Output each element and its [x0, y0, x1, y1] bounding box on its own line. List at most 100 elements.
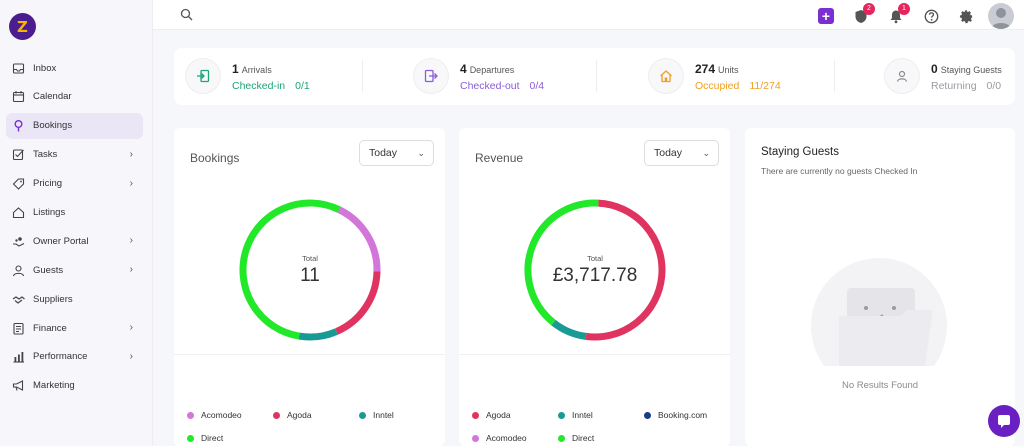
chevron-right-icon[interactable]: › — [129, 177, 133, 189]
chevron-right-icon[interactable]: › — [129, 235, 133, 247]
listings-home-icon — [12, 206, 25, 219]
legend-item-direct[interactable]: Direct — [187, 433, 223, 443]
revenue-period-select[interactable]: Today ⌄ — [644, 140, 719, 166]
finance-icon — [12, 322, 25, 335]
legend-item-booking-com[interactable]: Booking.com — [644, 410, 707, 420]
sidebar-item-owner-portal[interactable]: Owner Portal › — [6, 228, 143, 254]
legend-item-acomodeo[interactable]: Acomodeo — [187, 410, 242, 420]
app-logo[interactable]: Z — [9, 13, 36, 40]
donut-slice-agoda[interactable] — [335, 271, 381, 335]
legend-item-agoda[interactable]: Agoda — [273, 410, 312, 420]
settings-button[interactable] — [958, 8, 974, 24]
legend-label: Agoda — [287, 410, 312, 420]
staying-guests-subtitle: There are currently no guests Checked In — [761, 166, 918, 176]
legend-item-inntel[interactable]: Inntel — [359, 410, 394, 420]
legend-dot — [644, 411, 651, 419]
staying-count: 0 — [931, 62, 938, 76]
chevron-right-icon[interactable]: › — [129, 322, 133, 334]
sidebar-item-suppliers[interactable]: Suppliers — [6, 286, 143, 312]
units-label: Units — [718, 65, 739, 75]
legend-label: Direct — [572, 433, 595, 443]
chevron-right-icon[interactable]: › — [129, 264, 133, 276]
gear-icon — [959, 9, 972, 23]
sidebar-item-label: Marketing — [33, 380, 75, 392]
departures-count: 4 — [460, 62, 467, 76]
sidebar-item-marketing[interactable]: Marketing — [6, 373, 143, 399]
sidebar-nav: Inbox Calendar Bookings Tasks › Pricing › Listi… — [6, 55, 143, 402]
sidebar-item-bookings[interactable]: Bookings — [6, 112, 143, 139]
legend-dot — [558, 434, 565, 442]
stat-divider — [596, 60, 597, 92]
checked-out-value: 0/4 — [529, 80, 545, 92]
notifications-button[interactable]: 1 — [888, 3, 910, 24]
bookings-donut: Total 11 — [236, 196, 384, 349]
bookings-card: Bookings Today ⌄ Total 11 Acomodeo Agoda I… — [174, 128, 445, 446]
legend-item-direct[interactable]: Direct — [558, 433, 594, 443]
sidebar-item-label: Suppliers — [33, 293, 73, 305]
search-icon[interactable] — [180, 8, 193, 26]
pricing-tag-icon — [12, 177, 25, 190]
legend-item-agoda[interactable]: Agoda — [472, 410, 511, 420]
sidebar-item-label: Bookings — [33, 120, 73, 132]
bookings-period-select[interactable]: Today ⌄ — [359, 140, 434, 166]
chat-button[interactable] — [988, 405, 1020, 437]
sidebar-item-inbox[interactable]: Inbox — [6, 55, 143, 81]
sidebar-item-label: Tasks — [33, 149, 58, 161]
sidebar-item-label: Guests — [33, 264, 64, 276]
donut-slice-inntel[interactable] — [298, 328, 338, 341]
owner-portal-icon — [12, 235, 25, 248]
sidebar-item-tasks[interactable]: Tasks › — [6, 142, 143, 168]
add-button[interactable]: + — [818, 8, 834, 24]
legend-label: Booking.com — [658, 410, 708, 420]
help-button[interactable] — [923, 8, 939, 24]
legend-dot — [472, 434, 479, 442]
bookings-icon — [12, 119, 25, 132]
bell-badge: 1 — [898, 3, 910, 15]
staying-guests-title: Staying Guests — [761, 146, 839, 158]
help-icon — [924, 9, 938, 23]
donut-slice-direct[interactable] — [239, 199, 341, 340]
staying-guests-card: Staying Guests There are currently no gu… — [745, 128, 1015, 446]
sidebar-item-guests[interactable]: Guests › — [6, 257, 143, 283]
donut-slice-inntel[interactable] — [551, 319, 587, 340]
bookings-period-value: Today — [369, 147, 398, 159]
returning-label: Returning — [931, 80, 977, 92]
sidebar-item-performance[interactable]: Performance › — [6, 344, 143, 370]
stat-divider — [834, 60, 835, 92]
top-bar: + 2 1 — [153, 0, 1024, 30]
sidebar-item-finance[interactable]: Finance › — [6, 315, 143, 341]
donut-slice-agoda[interactable] — [585, 199, 666, 341]
logo-glyph: Z — [17, 17, 28, 36]
arrivals-count: 1 — [232, 62, 239, 76]
legend-label: Direct — [201, 433, 224, 443]
legend-label: Inntel — [572, 410, 593, 420]
card-divider — [459, 354, 730, 355]
sidebar-item-label: Inbox — [33, 62, 57, 74]
sidebar-item-pricing[interactable]: Pricing › — [6, 171, 143, 197]
marketing-megaphone-icon — [12, 379, 25, 392]
bookings-total-label: Total — [302, 253, 318, 263]
donut-slice-acomodeo[interactable] — [337, 206, 381, 272]
legend-label: Acomodeo — [201, 410, 242, 420]
shield-button[interactable]: 2 — [853, 3, 875, 24]
legend-item-acomodeo[interactable]: Acomodeo — [472, 433, 527, 443]
revenue-total-label: Total — [587, 253, 603, 263]
chevron-down-icon: ⌄ — [702, 148, 710, 158]
checked-in-label: Checked-in — [232, 80, 286, 92]
legend-item-inntel[interactable]: Inntel — [558, 410, 593, 420]
guests-icon — [12, 264, 25, 277]
revenue-period-value: Today — [654, 147, 683, 159]
sidebar: Z Inbox Calendar Bookings Tasks › Pricing › Lis… — [0, 0, 153, 446]
sidebar-item-calendar[interactable]: Calendar — [6, 84, 143, 110]
chevron-right-icon[interactable]: › — [129, 148, 133, 160]
checked-in-value: 0/1 — [295, 80, 310, 92]
sidebar-item-listings[interactable]: Listings — [6, 199, 143, 225]
revenue-total-value: £3,717.78 — [552, 264, 638, 286]
chevron-right-icon[interactable]: › — [129, 350, 133, 362]
returning-value: 0/0 — [986, 80, 1002, 92]
departures-icon — [413, 58, 449, 94]
sidebar-item-label: Owner Portal — [33, 235, 89, 247]
empty-folder-illustration — [811, 258, 947, 366]
donut-slice-direct[interactable] — [524, 199, 599, 326]
user-avatar[interactable] — [988, 3, 1014, 29]
